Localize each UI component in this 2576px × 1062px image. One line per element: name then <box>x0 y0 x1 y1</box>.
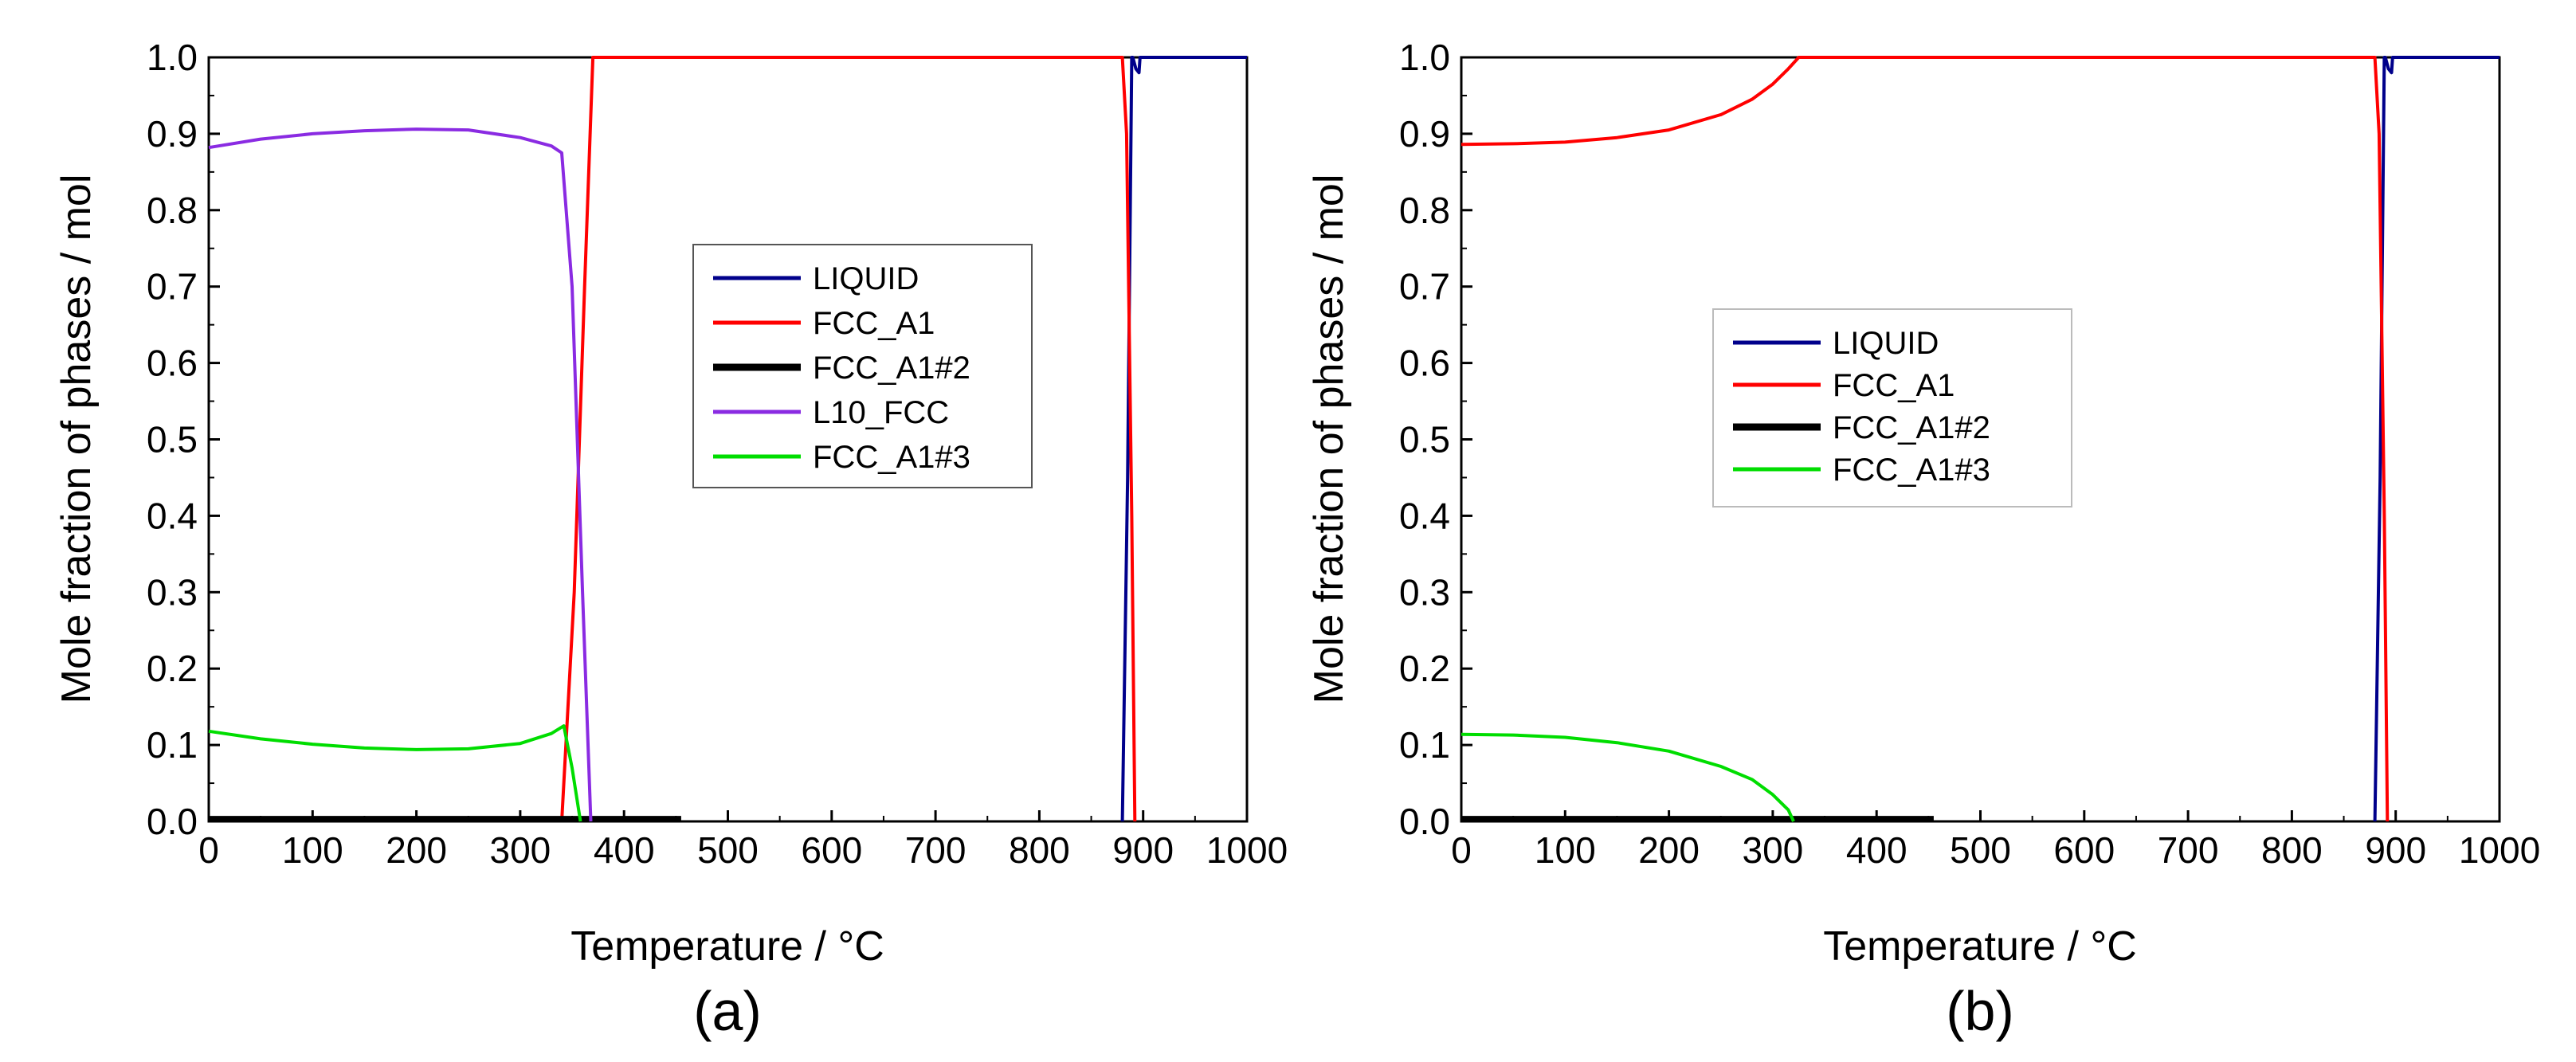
y-tick-label: 0.7 <box>147 266 198 308</box>
x-tick-label: 900 <box>1112 829 1174 871</box>
y-tick-label: 0.4 <box>147 495 198 536</box>
x-tick-label: 800 <box>1009 829 1070 871</box>
x-tick-label: 0 <box>1451 829 1472 871</box>
legend-label-l10-fcc: L10_FCC <box>813 395 949 430</box>
legend: LIQUID FCC_A1 FCC_A1#2 L10_FCC FCC_A1#3 <box>692 244 1033 488</box>
legend: LIQUID FCC_A1 FCC_A1#2 FCC_A1#3 <box>1712 308 2072 507</box>
x-tick-label: 600 <box>801 829 862 871</box>
x-tick-labels: 0 100 200 300 400 500 600 700 800 900 1000 <box>1451 829 2540 871</box>
chart-panel-b: 0 100 200 300 400 500 600 700 800 900 1000 0.00.10… <box>1306 37 2540 1042</box>
series-line-l10-fcc <box>208 127 593 822</box>
legend-label-fcc-a1: FCC_A1 <box>1833 368 1955 403</box>
x-tick-label: 500 <box>697 829 759 871</box>
series-line-fcc-a1-3 <box>1461 732 1795 822</box>
y-tick-label: 0.1 <box>147 724 198 766</box>
y-tick-label: 0.6 <box>1399 343 1450 384</box>
y-tick-labels: 0.0 0.1 0.2 0.3 0.4 0.5 0.6 0.7 0.8 0.9 1.0 <box>147 37 198 842</box>
y-tick-label: 0.2 <box>147 648 198 689</box>
x-tick-label: 200 <box>386 829 447 871</box>
x-tick-label: 700 <box>905 829 966 871</box>
series-line-fcc-a1-3 <box>208 724 582 822</box>
x-tick-label: 300 <box>1743 829 1804 871</box>
y-tick-label: 0.5 <box>147 419 198 460</box>
legend-label-fcc-a1-2: FCC_A1#2 <box>1833 410 1990 445</box>
y-tick-label: 0.7 <box>1399 266 1450 308</box>
x-tick-label: 600 <box>2053 829 2115 871</box>
y-tick-label: 0.4 <box>1399 495 1450 536</box>
x-tick-label: 0 <box>198 829 219 871</box>
legend-label-fcc-a1-2: FCC_A1#2 <box>813 351 970 386</box>
y-tick-label: 0.9 <box>147 113 198 155</box>
legend-label-fcc-a1: FCC_A1 <box>813 306 935 341</box>
series-lines <box>1461 56 2500 823</box>
x-tick-label: 300 <box>490 829 551 871</box>
series-line-fcc-a1 <box>1461 56 2390 822</box>
series-line-liquid <box>2373 56 2500 822</box>
y-tick-label: 0.3 <box>147 571 198 613</box>
x-axis-title: Temperature / °C <box>1823 923 2137 970</box>
x-tick-label: 700 <box>2158 829 2219 871</box>
legend-label-fcc-a1-3: FCC_A1#3 <box>813 440 970 475</box>
x-tick-label: 200 <box>1638 829 1700 871</box>
y-tick-label: 0.9 <box>1399 113 1450 155</box>
x-tick-label: 100 <box>1535 829 1596 871</box>
x-tick-label: 100 <box>282 829 343 871</box>
y-tick-label: 1.0 <box>1399 37 1450 78</box>
x-tick-label: 400 <box>594 829 655 871</box>
y-tick-label: 1.0 <box>147 37 198 78</box>
series-line-liquid <box>1120 56 1247 822</box>
y-tick-label: 0.5 <box>1399 419 1450 460</box>
legend-label-fcc-a1-3: FCC_A1#3 <box>1833 453 1990 488</box>
legend-label-liquid: LIQUID <box>1833 326 1939 361</box>
y-tick-label: 0.8 <box>147 190 198 231</box>
panel-label: (a) <box>693 980 762 1042</box>
y-axis-title: Mole fraction of phases / mol <box>1306 174 1352 704</box>
x-tick-label: 400 <box>1846 829 1907 871</box>
y-tick-label: 0.8 <box>1399 190 1450 231</box>
y-tick-label: 0.1 <box>1399 724 1450 766</box>
y-tick-label: 0.0 <box>1399 801 1450 842</box>
y-tick-label: 0.2 <box>1399 648 1450 689</box>
legend-label-liquid: LIQUID <box>813 261 919 296</box>
x-tick-label: 1000 <box>1206 829 1288 871</box>
y-tick-label: 0.6 <box>147 343 198 384</box>
x-tick-label: 800 <box>2261 829 2323 871</box>
series-lines <box>208 56 1247 823</box>
x-tick-label: 500 <box>1950 829 2011 871</box>
y-axis-title: Mole fraction of phases / mol <box>53 174 100 704</box>
x-axis-title: Temperature / °C <box>570 923 884 970</box>
x-tick-label: 900 <box>2365 829 2426 871</box>
y-tick-labels: 0.0 0.1 0.2 0.3 0.4 0.5 0.6 0.7 0.8 0.9 1.0 <box>1399 37 1450 842</box>
y-tick-label: 0.0 <box>147 801 198 842</box>
panel-label: (b) <box>1946 980 2014 1042</box>
y-tick-label: 0.3 <box>1399 571 1450 613</box>
chart-panel-a: 0 100 200 300 400 500 600 700 800 900 1000 0.00.10… <box>53 37 1288 1042</box>
x-tick-label: 1000 <box>2459 829 2540 871</box>
x-tick-labels: 0 100 200 300 400 500 600 700 800 900 1000 <box>198 829 1288 871</box>
